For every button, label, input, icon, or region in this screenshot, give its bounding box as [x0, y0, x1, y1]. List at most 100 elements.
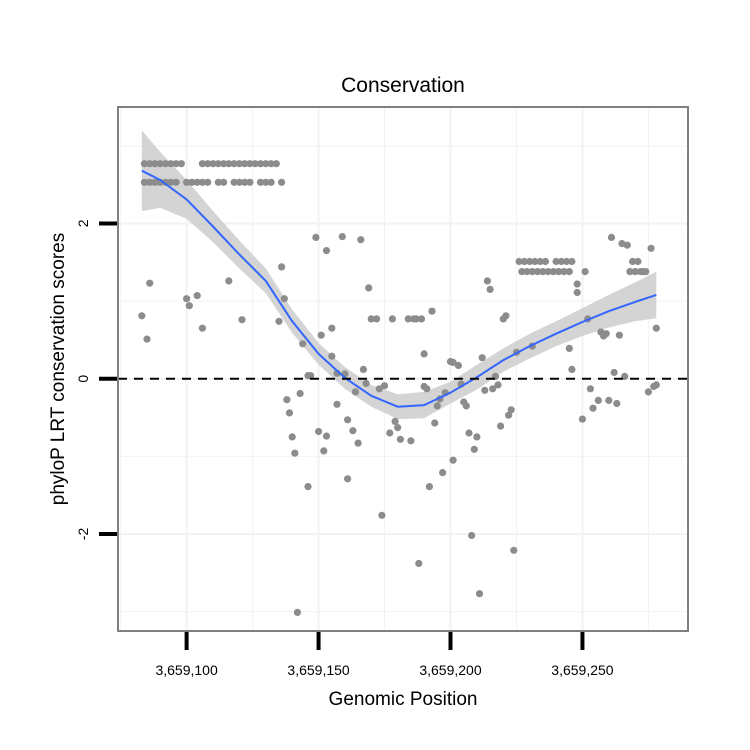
data-point: [315, 427, 323, 436]
data-point: [344, 475, 352, 483]
data-point: [520, 257, 529, 266]
data-point: [468, 531, 476, 540]
data-point: [320, 447, 328, 455]
data-point: [380, 382, 389, 390]
plot-panel-border: [117, 106, 689, 632]
y-axis-title: phyloP LRT conservation scores: [48, 233, 69, 506]
data-point: [534, 268, 542, 276]
data-point: [475, 590, 484, 598]
smooth-fit-layer: [141, 169, 657, 408]
data-point: [483, 277, 491, 285]
data-point: [307, 372, 315, 380]
data-point: [235, 178, 243, 186]
data-point: [183, 295, 191, 303]
data-point: [428, 307, 436, 315]
data-point: [328, 324, 336, 332]
data-point: [262, 178, 270, 186]
data-point: [423, 385, 431, 393]
data-point: [568, 365, 576, 373]
x-tick-label: 3,659,150: [287, 662, 349, 678]
data-point: [494, 381, 502, 389]
data-point: [193, 292, 201, 300]
data-point: [209, 160, 217, 168]
data-point: [481, 386, 489, 394]
data-point: [272, 160, 280, 168]
data-point: [362, 379, 370, 387]
data-point: [425, 483, 433, 491]
data-point: [433, 402, 441, 410]
data-point: [225, 277, 233, 285]
data-point: [333, 400, 341, 408]
data-point: [183, 178, 191, 186]
data-point: [188, 178, 196, 186]
data-point: [256, 160, 265, 168]
data-point: [388, 315, 396, 323]
data-point: [552, 257, 560, 266]
data-point: [143, 335, 151, 343]
data-point: [486, 285, 494, 293]
data-point: [299, 340, 307, 348]
data-point: [505, 411, 513, 419]
data-point: [536, 257, 544, 266]
data-point: [404, 315, 412, 323]
data-point: [256, 178, 265, 186]
data-point: [140, 160, 148, 168]
data-point: [278, 178, 286, 186]
data-point: [278, 263, 286, 271]
data-point: [439, 469, 447, 477]
data-point: [518, 268, 526, 276]
smooth-fit-line: [141, 169, 657, 408]
data-point: [568, 257, 576, 266]
data-point: [267, 178, 275, 186]
data-point: [652, 324, 660, 332]
data-point: [251, 160, 259, 168]
data-point: [288, 433, 296, 441]
data-point: [344, 416, 352, 424]
data-point: [523, 268, 531, 276]
data-point: [246, 178, 254, 186]
data-point: [280, 295, 288, 303]
data-point: [394, 424, 402, 432]
data-point: [198, 160, 206, 168]
data-point: [198, 178, 206, 186]
data-point: [373, 315, 381, 323]
data-point: [367, 315, 375, 323]
data-point: [396, 435, 404, 443]
data-point: [138, 312, 146, 320]
data-point: [623, 241, 631, 249]
data-point: [351, 388, 360, 396]
y-tick-label: 2: [75, 219, 91, 227]
data-point: [417, 315, 426, 323]
data-point: [167, 160, 175, 168]
data-point: [338, 233, 346, 241]
data-point: [415, 559, 423, 568]
data-point: [161, 160, 170, 168]
plot-panel: [118, 107, 688, 631]
data-point: [497, 422, 505, 430]
data-point: [465, 429, 473, 437]
data-point: [214, 160, 222, 168]
data-point: [605, 396, 613, 404]
data-point: [528, 268, 536, 276]
data-point: [647, 244, 655, 252]
data-point: [563, 257, 571, 266]
data-point: [198, 324, 206, 332]
data-point: [386, 429, 394, 437]
data-point: [629, 257, 637, 266]
data-point: [235, 160, 243, 168]
data-point: [589, 404, 597, 412]
data-point: [378, 511, 386, 519]
y-axis: -2 0 2: [75, 219, 117, 540]
data-point: [644, 388, 653, 396]
data-point: [267, 160, 275, 168]
data-point: [146, 178, 154, 186]
data-point: [541, 257, 550, 266]
data-point: [565, 344, 573, 352]
data-point: [262, 160, 270, 168]
data-point: [470, 445, 478, 453]
data-point: [449, 358, 457, 366]
data-point: [322, 247, 331, 255]
data-point: [594, 396, 602, 404]
data-point: [573, 288, 581, 297]
